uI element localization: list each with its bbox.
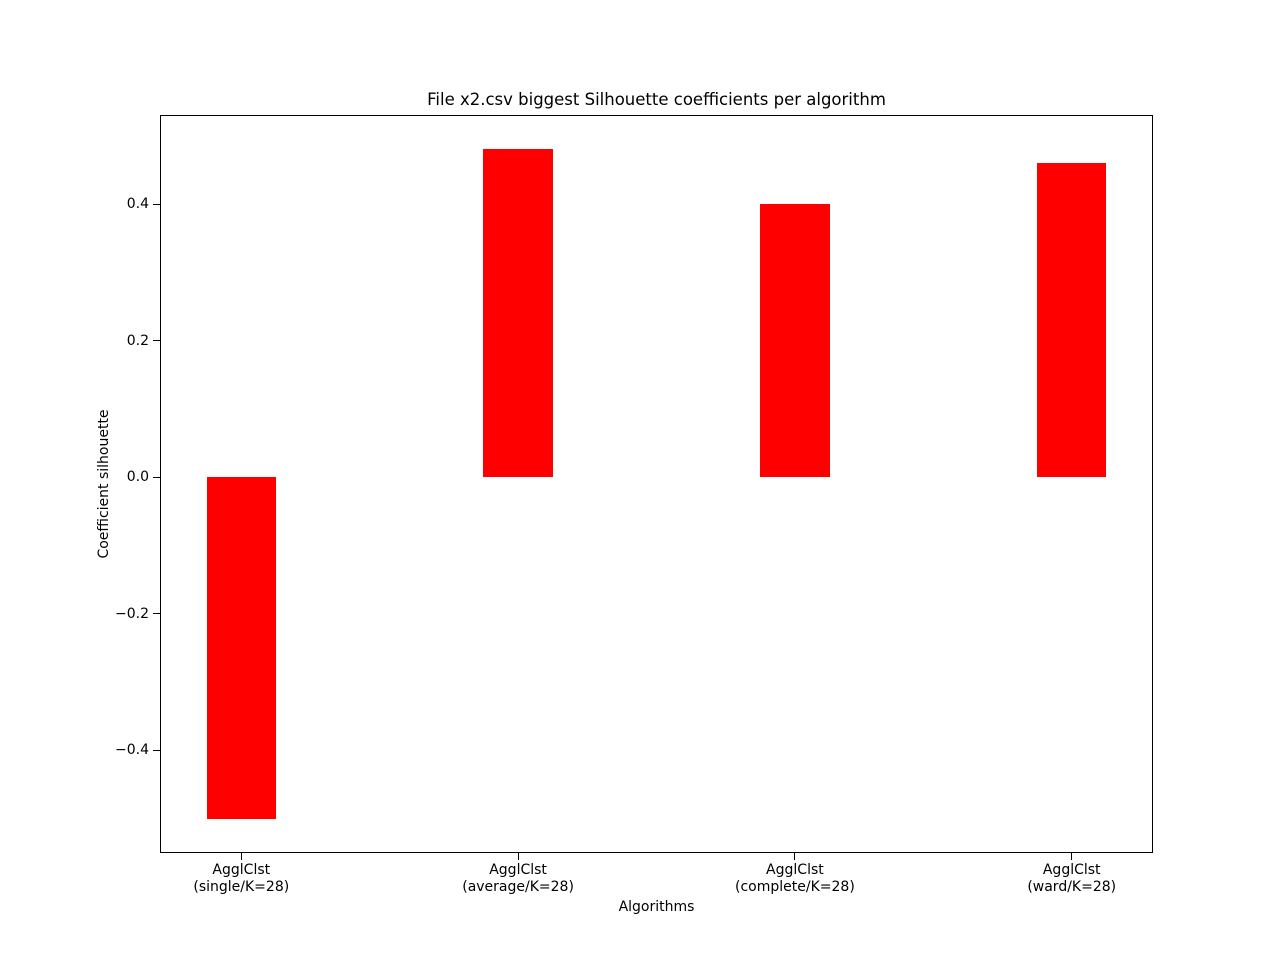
x-tick-label-line2: (ward/K=28) bbox=[1027, 878, 1117, 895]
y-tick-label: 0.0 bbox=[126, 469, 149, 486]
x-tick-label-line1: AgglClst bbox=[1042, 862, 1101, 878]
x-tick-label-line1: AgglClst bbox=[489, 862, 547, 878]
y-tick-label: 0.4 bbox=[126, 196, 149, 213]
y-tick-mark bbox=[153, 203, 160, 205]
y-tick-mark bbox=[153, 340, 160, 342]
y-tick-label: 0.2 bbox=[126, 332, 149, 349]
y-tick-mark bbox=[153, 476, 160, 478]
x-tick-label-line2: (single/K=28) bbox=[193, 878, 290, 895]
bar--average-K-28- bbox=[483, 149, 553, 478]
y-tick-label: −0.4 bbox=[115, 742, 149, 759]
x-tick-label-line1: AgglClst bbox=[212, 862, 271, 878]
x-tick-label: AgglClst (average/K=28) bbox=[398, 862, 638, 895]
bar--ward-K-28- bbox=[1037, 163, 1107, 478]
x-axis-label: Algorithms bbox=[618, 899, 695, 915]
x-tick-label: AgglClst (ward/K=28) bbox=[952, 862, 1192, 895]
plot-area: 0.4 0.2 0.0 −0.2 −0.4 AgglClst (single/K=28) Ag… bbox=[115, 115, 1153, 895]
x-tick-mark bbox=[794, 853, 796, 860]
y-tick-mark bbox=[153, 613, 160, 615]
y-tick-mark bbox=[153, 749, 160, 751]
x-tick-mark bbox=[240, 853, 242, 860]
x-tick-mark bbox=[517, 853, 519, 860]
bar--complete-K-28- bbox=[760, 204, 830, 478]
chart-title: File x2.csv biggest Silhouette coefficie… bbox=[427, 90, 886, 109]
x-tick-mark bbox=[1071, 853, 1073, 860]
x-tick-label: AgglClst (single/K=28) bbox=[121, 862, 361, 895]
y-tick-label: −0.2 bbox=[115, 605, 149, 622]
bar--single-K-28- bbox=[206, 477, 276, 819]
x-tick-label-line2: (complete/K=28) bbox=[735, 878, 855, 895]
x-tick-label: AgglClst (complete/K=28) bbox=[675, 862, 915, 895]
x-tick-label-line1: AgglClst bbox=[766, 862, 824, 878]
plot-inner: 0.4 0.2 0.0 −0.2 −0.4 AgglClst (single/K=28) Ag… bbox=[115, 116, 1152, 895]
x-tick-label-line2: (average/K=28) bbox=[462, 878, 574, 895]
